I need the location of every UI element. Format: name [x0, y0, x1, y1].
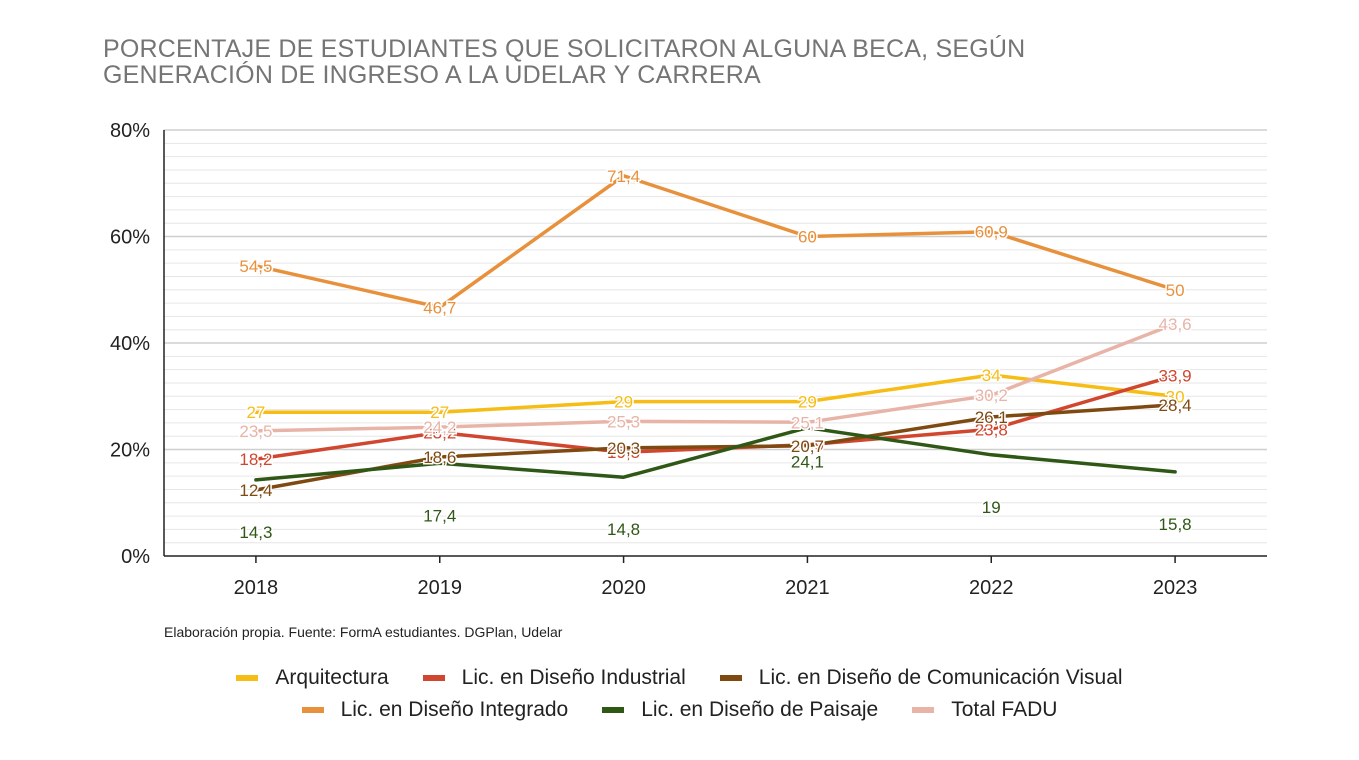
- data-label: 20,7: [791, 437, 824, 456]
- legend-item-diseno-integrado[interactable]: Lic. en Diseño Integrado: [301, 698, 569, 722]
- data-label: 12,4: [239, 481, 272, 500]
- legend-item-diseno-industrial[interactable]: Lic. en Diseño Industrial: [422, 666, 686, 690]
- series-line: [254, 174, 1177, 310]
- legend-swatch: [422, 675, 445, 681]
- chart-title: PORCENTAJE DE ESTUDIANTES QUE SOLICITARO…: [103, 36, 1253, 88]
- legend-item-total-fadu[interactable]: Total FADU: [912, 698, 1057, 722]
- legend-label: Lic. en Diseño Integrado: [340, 698, 569, 721]
- data-label: 50: [1166, 281, 1185, 300]
- data-label: 24,1: [791, 453, 824, 472]
- legend-row: Arquitectura Lic. en Diseño Industrial L…: [0, 662, 1359, 694]
- data-label: 28,4: [1159, 396, 1192, 415]
- series-line: [254, 322, 1177, 433]
- x-tick-label: 2019: [418, 577, 463, 599]
- data-label: 19,5: [607, 443, 640, 462]
- legend-label: Lic. en Diseño de Comunicación Visual: [758, 666, 1123, 689]
- chart-title-line-1: PORCENTAJE DE ESTUDIANTES QUE SOLICITARO…: [103, 35, 1026, 63]
- legend-swatch: [301, 707, 324, 713]
- data-label: 54,5: [239, 257, 272, 276]
- legend-item-comunicacion-visual[interactable]: Lic. en Diseño de Comunicación Visual: [719, 666, 1123, 690]
- data-label: 19: [982, 498, 1001, 517]
- data-label: 27: [430, 403, 449, 422]
- data-label: 20,9: [791, 436, 824, 455]
- axes: 0% 20% 40% 60% 80% 2018 2019 2020 2021 2022 2023: [110, 120, 1267, 599]
- line-chart: 0% 20% 40% 60% 80% 2018 2019 2020 2021 2022 2023 2…: [110, 120, 1267, 599]
- data-label: 30: [1166, 387, 1185, 406]
- data-label: 29: [798, 393, 817, 412]
- x-tick-label: 2018: [234, 577, 279, 599]
- data-label: 33,9: [1159, 366, 1192, 385]
- y-tick-label: 0%: [121, 546, 150, 568]
- legend-label: Lic. en Diseño de Paisaje: [641, 698, 879, 721]
- data-label: 34: [982, 366, 1001, 385]
- data-label: 23,2: [423, 423, 456, 442]
- legend-item-diseno-paisaje[interactable]: Lic. en Diseño de Paisaje: [602, 698, 878, 722]
- legend-label: Lic. en Diseño Industrial: [461, 666, 686, 689]
- data-label: 23,5: [239, 422, 272, 441]
- gridlines: [164, 129, 1267, 544]
- y-tick-label: 40%: [110, 333, 150, 355]
- data-labels: 27 27 29 29 34 30 18,2 23,2 19,5 20,9 23,8 33,9 12,4…: [238, 165, 1193, 543]
- chart-title-line-2: GENERACIÓN DE INGRESO A LA UDELAR Y CARR…: [103, 61, 761, 89]
- series-line: [254, 373, 1177, 414]
- x-tick-label: 2020: [601, 577, 646, 599]
- data-label: 43,6: [1159, 315, 1192, 334]
- legend: Arquitectura Lic. en Diseño Industrial L…: [0, 662, 1359, 726]
- data-label: 23,8: [975, 420, 1008, 439]
- data-label: 29: [614, 393, 633, 412]
- data-label: 26,1: [975, 408, 1008, 427]
- y-tick-label: 80%: [110, 120, 150, 142]
- data-label: 17,4: [423, 506, 456, 525]
- data-label: 27: [246, 403, 265, 422]
- legend-row: Lic. en Diseño Integrado Lic. en Diseño …: [0, 694, 1359, 726]
- y-tick-label: 20%: [110, 440, 150, 462]
- data-label: 18,6: [423, 448, 456, 467]
- x-tick-label: 2021: [785, 577, 830, 599]
- series-line: [254, 425, 1177, 482]
- data-label: 15,8: [1159, 515, 1192, 534]
- data-label: 18,2: [239, 450, 272, 469]
- data-label: 25,3: [607, 412, 640, 431]
- data-label: 46,7: [423, 298, 456, 317]
- data-label: 30,2: [975, 386, 1008, 405]
- data-label: 20,3: [607, 439, 640, 458]
- data-label: 71,4: [607, 167, 640, 186]
- y-tick-label: 60%: [110, 227, 150, 249]
- data-label: 14,8: [607, 520, 640, 539]
- legend-swatch: [912, 707, 935, 713]
- source-note: Elaboración propia. Fuente: FormA estudi…: [164, 624, 563, 640]
- x-tick-label: 2023: [1153, 577, 1198, 599]
- data-label: 25,1: [791, 413, 824, 432]
- legend-swatch: [719, 675, 742, 681]
- legend-swatch: [602, 707, 625, 713]
- legend-swatch: [236, 675, 259, 681]
- data-label: 60: [798, 228, 817, 247]
- series-lines: [254, 174, 1177, 492]
- series-line: [254, 403, 1177, 492]
- legend-label: Arquitectura: [275, 666, 389, 689]
- data-label: 24,2: [423, 418, 456, 437]
- data-label: 60,9: [975, 223, 1008, 242]
- legend-item-arquitectura[interactable]: Arquitectura: [236, 666, 389, 690]
- data-label: 14,3: [239, 523, 272, 542]
- legend-label: Total FADU: [951, 698, 1058, 721]
- x-tick-label: 2022: [969, 577, 1014, 599]
